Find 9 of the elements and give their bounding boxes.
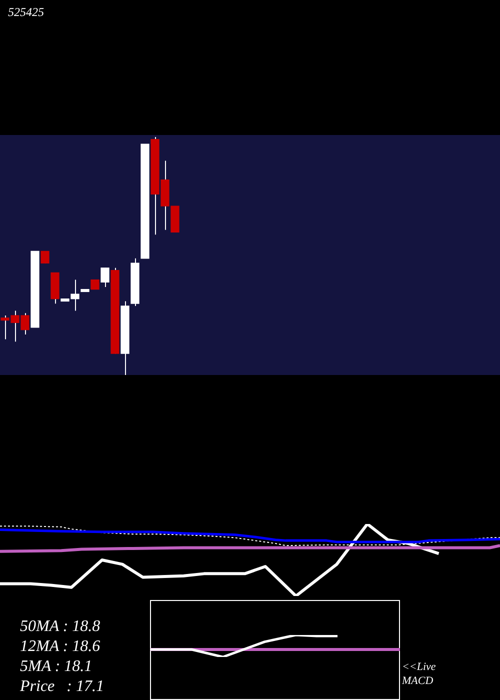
candlestick [100, 267, 110, 288]
text: 12MA : 18.6 [20, 637, 100, 657]
candlestick [90, 279, 100, 290]
text: 5MA : 18.1 [20, 657, 92, 677]
candlestick [40, 250, 50, 264]
text: Price : 17.1 [20, 677, 104, 697]
chart-title: 525425 [8, 5, 44, 20]
text: 50MA : 18.8 [20, 617, 100, 637]
text: <<Live MACD [402, 660, 437, 688]
